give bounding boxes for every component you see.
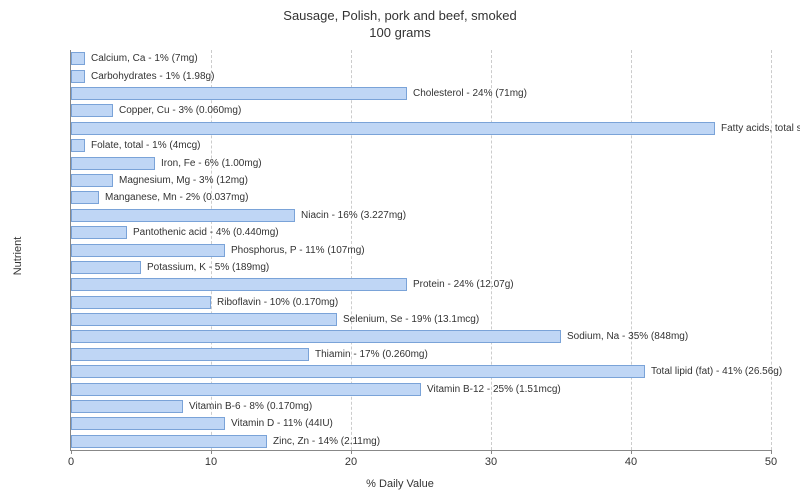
nutrient-bar	[71, 417, 225, 430]
nutrient-bar-label: Potassium, K - 5% (189mg)	[147, 261, 269, 274]
xtick-mark	[211, 450, 212, 454]
nutrient-bar-label: Zinc, Zn - 14% (2.11mg)	[273, 435, 380, 448]
nutrient-bar-label: Protein - 24% (12.07g)	[413, 278, 514, 291]
plot-area: 01020304050Calcium, Ca - 1% (7mg)Carbohy…	[70, 50, 771, 451]
nutrient-bar-label: Magnesium, Mg - 3% (12mg)	[119, 174, 248, 187]
nutrient-bar-label: Calcium, Ca - 1% (7mg)	[91, 52, 198, 65]
nutrient-bar-label: Vitamin B-12 - 25% (1.51mcg)	[427, 383, 561, 396]
xtick-mark	[491, 450, 492, 454]
nutrient-bar	[71, 139, 85, 152]
nutrient-bar-label: Carbohydrates - 1% (1.98g)	[91, 70, 214, 83]
nutrient-bar-label: Cholesterol - 24% (71mg)	[413, 87, 527, 100]
nutrient-bar-label: Fatty acids, total saturated - 46% (9.20…	[721, 122, 800, 135]
nutrient-bar-label: Total lipid (fat) - 41% (26.56g)	[651, 365, 782, 378]
nutrient-bar	[71, 348, 309, 361]
nutrient-bar-label: Iron, Fe - 6% (1.00mg)	[161, 157, 262, 170]
nutrient-bar	[71, 261, 141, 274]
nutrient-bar	[71, 244, 225, 257]
nutrient-bar	[71, 157, 155, 170]
nutrient-bar	[71, 400, 183, 413]
nutrient-bar	[71, 104, 113, 117]
nutrient-bar-label: Thiamin - 17% (0.260mg)	[315, 348, 428, 361]
y-axis-label: Nutrient	[12, 237, 24, 276]
nutrient-bar	[71, 383, 421, 396]
nutrient-bar	[71, 209, 295, 222]
nutrient-bar	[71, 70, 85, 83]
nutrient-bar	[71, 191, 99, 204]
nutrient-bar-label: Riboflavin - 10% (0.170mg)	[217, 296, 338, 309]
nutrient-bar	[71, 52, 85, 65]
nutrient-bar	[71, 87, 407, 100]
nutrient-bar	[71, 278, 407, 291]
nutrient-bar-label: Selenium, Se - 19% (13.1mcg)	[343, 313, 479, 326]
nutrient-bar-label: Sodium, Na - 35% (848mg)	[567, 330, 688, 343]
nutrient-bar	[71, 296, 211, 309]
title-line-2: 100 grams	[369, 25, 430, 40]
nutrient-bar	[71, 313, 337, 326]
xtick-label: 20	[345, 456, 357, 468]
xtick-label: 10	[205, 456, 217, 468]
xtick-label: 50	[765, 456, 777, 468]
nutrient-bar-label: Phosphorus, P - 11% (107mg)	[231, 244, 365, 257]
nutrient-bar-label: Folate, total - 1% (4mcg)	[91, 139, 200, 152]
nutrient-bar	[71, 226, 127, 239]
xtick-label: 30	[485, 456, 497, 468]
nutrient-bar-label: Pantothenic acid - 4% (0.440mg)	[133, 226, 279, 239]
gridline	[771, 50, 772, 450]
xtick-label: 0	[68, 456, 74, 468]
xtick-mark	[71, 450, 72, 454]
xtick-mark	[631, 450, 632, 454]
nutrient-bar	[71, 330, 561, 343]
title-line-1: Sausage, Polish, pork and beef, smoked	[283, 8, 516, 23]
nutrient-bar	[71, 435, 267, 448]
xtick-label: 40	[625, 456, 637, 468]
nutrient-bar	[71, 365, 645, 378]
nutrient-bar-label: Vitamin B-6 - 8% (0.170mg)	[189, 400, 312, 413]
nutrient-bar-label: Copper, Cu - 3% (0.060mg)	[119, 104, 241, 117]
nutrient-bar-label: Niacin - 16% (3.227mg)	[301, 209, 406, 222]
nutrient-bar-label: Manganese, Mn - 2% (0.037mg)	[105, 191, 248, 204]
nutrient-bar	[71, 174, 113, 187]
nutrient-bar-label: Vitamin D - 11% (44IU)	[231, 417, 333, 430]
gridline	[631, 50, 632, 450]
xtick-mark	[351, 450, 352, 454]
nutrient-bar	[71, 122, 715, 135]
chart-title: Sausage, Polish, pork and beef, smoked 1…	[0, 0, 800, 42]
xtick-mark	[771, 450, 772, 454]
nutrient-chart: Sausage, Polish, pork and beef, smoked 1…	[0, 0, 800, 500]
x-axis-label: % Daily Value	[366, 478, 434, 490]
